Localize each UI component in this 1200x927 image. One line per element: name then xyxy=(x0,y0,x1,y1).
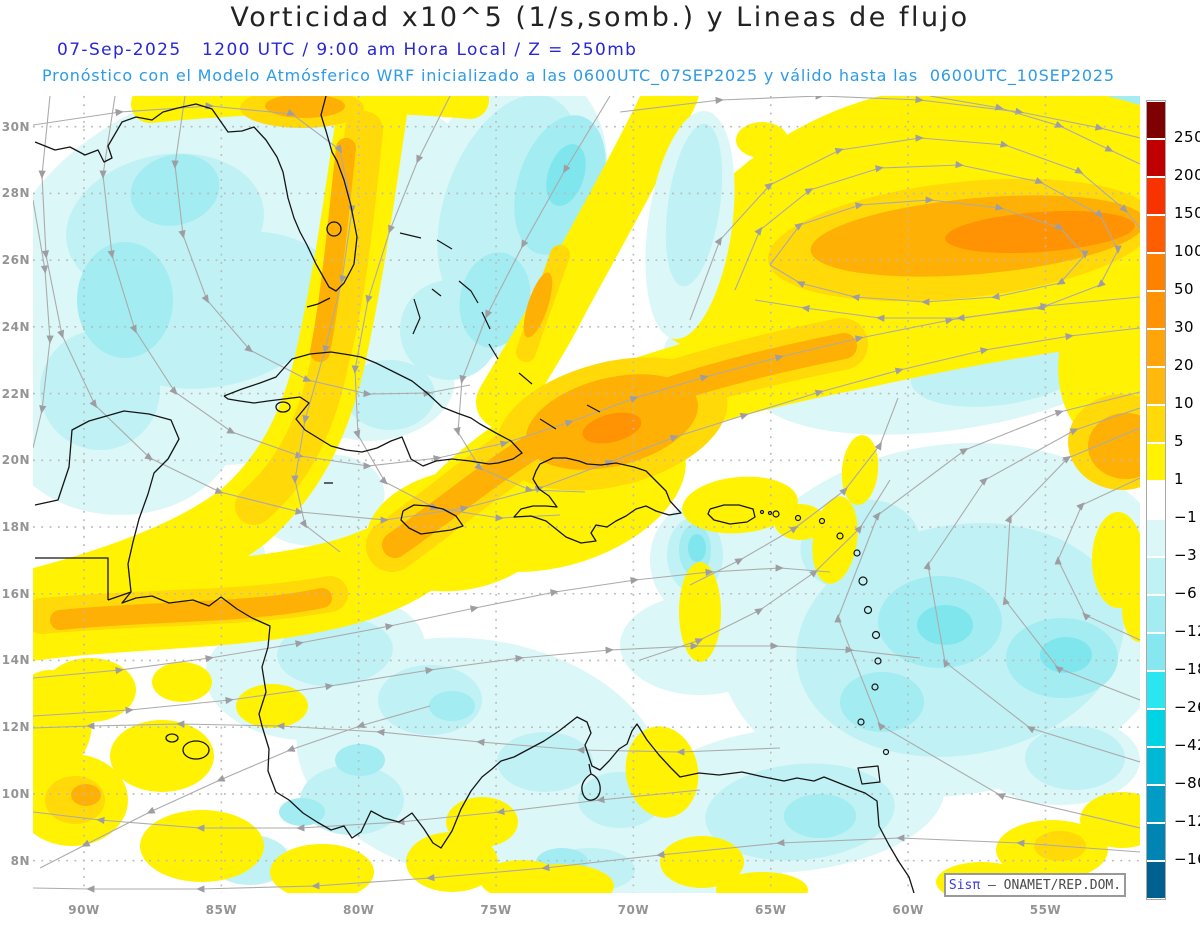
lat-label: 18N xyxy=(1,520,30,535)
lat-label: 28N xyxy=(1,186,30,201)
colorbar-tick-label: −26 xyxy=(1174,698,1200,716)
colorbar-tick-label: 10 xyxy=(1174,394,1195,412)
lat-label: 20N xyxy=(1,453,30,468)
colorbar-segment xyxy=(1147,558,1165,594)
lat-label: 26N xyxy=(1,253,30,268)
page-title: Vorticidad x10^5 (1/s,somb.) y Lineas de… xyxy=(230,2,970,33)
colorbar-segment xyxy=(1147,634,1165,670)
lake-nicaragua xyxy=(182,740,210,760)
lon-label: 75W xyxy=(480,903,512,917)
coast-puerto-rico xyxy=(707,504,756,525)
colorbar-tick-label: −3 xyxy=(1174,546,1198,564)
lon-label: 80W xyxy=(342,903,375,917)
forecast-line: Pronóstico con el Modelo Atmósferico WRF… xyxy=(42,66,1115,85)
colorbar-tick-label: −160 xyxy=(1174,850,1200,868)
streamlines xyxy=(33,96,1140,893)
lake-maracaibo xyxy=(581,763,601,801)
colorbar-segment xyxy=(1147,102,1165,138)
colorbar-tick-label: 200 xyxy=(1174,166,1200,184)
colorbar-tick-label: −42 xyxy=(1174,736,1200,754)
lat-label: 22N xyxy=(1,386,30,401)
lon-label: 70W xyxy=(617,903,650,917)
lake-okeechobee xyxy=(326,221,342,237)
coast-cuba xyxy=(223,351,523,467)
colorbar-segment xyxy=(1147,482,1165,518)
lat-label: 14N xyxy=(1,653,30,668)
colorbar-segment xyxy=(1147,406,1165,442)
lon-label: 60W xyxy=(892,903,924,917)
colorbar-segment xyxy=(1147,330,1165,366)
colorbar-segment xyxy=(1147,748,1165,784)
colorbar-tick-label: 250 xyxy=(1174,128,1200,146)
lesser-antilles xyxy=(759,509,890,785)
lake-managua xyxy=(165,733,179,743)
colorbar-segment xyxy=(1147,254,1165,290)
colorbar xyxy=(1146,100,1166,900)
colorbar-tick-label: 1 xyxy=(1174,470,1185,488)
watermark-text: – ONAMET/REP.DOM. xyxy=(980,877,1122,893)
colorbar-tick-label: −120 xyxy=(1174,812,1200,830)
bahamas xyxy=(399,232,601,430)
lat-label: 10N xyxy=(1,786,30,801)
borders-central-america xyxy=(35,557,132,601)
colorbar-segment xyxy=(1147,292,1165,328)
colorbar-tick-label: −1 xyxy=(1174,508,1198,526)
colorbar-segment xyxy=(1147,520,1165,556)
lat-label: 16N xyxy=(1,586,30,601)
colorbar-segment xyxy=(1147,862,1165,898)
colorbar-tick-label: −80 xyxy=(1174,774,1200,792)
lat-label: 30N xyxy=(1,119,30,134)
colorbar-segment xyxy=(1147,368,1165,404)
colorbar-segment xyxy=(1147,710,1165,746)
florida-keys xyxy=(306,297,331,308)
colorbar-segment xyxy=(1147,786,1165,822)
colorbar-segment xyxy=(1147,140,1165,176)
lon-label: 65W xyxy=(755,903,787,917)
colorbar-segment xyxy=(1147,824,1165,860)
colorbar-tick-label: −18 xyxy=(1174,660,1200,678)
isla-juventud xyxy=(275,401,291,413)
lat-label: 8N xyxy=(10,853,30,868)
lon-label: 85W xyxy=(205,903,238,917)
colorbar-tick-label: 5 xyxy=(1174,432,1185,450)
colorbar-segment xyxy=(1147,216,1165,252)
colorbar-tick-label: −6 xyxy=(1174,584,1198,602)
coast-florida xyxy=(34,96,358,292)
colorbar-tick-label: 100 xyxy=(1174,242,1200,260)
datetime-line: 07-Sep-2025 1200 UTC / 9:00 am Hora Loca… xyxy=(57,40,638,60)
lat-label: 12N xyxy=(1,720,30,735)
colorbar-tick-label: 30 xyxy=(1174,318,1195,336)
lon-label: 55W xyxy=(1029,903,1062,917)
coastlines xyxy=(34,96,915,893)
colorbar-tick-label: 20 xyxy=(1174,356,1195,374)
watermark-box: Sisπ – ONAMET/REP.DOM. xyxy=(944,873,1126,897)
watermark-brand: Sisπ xyxy=(948,877,981,893)
colorbar-segment xyxy=(1147,672,1165,708)
lat-label: 24N xyxy=(1,319,30,334)
colorbar-segment xyxy=(1147,178,1165,214)
colorbar-tick-label: −12 xyxy=(1174,622,1200,640)
colorbar-segment xyxy=(1147,596,1165,632)
colorbar-segment xyxy=(1147,444,1165,480)
coast-jamaica xyxy=(400,504,464,535)
colorbar-tick-label: 150 xyxy=(1174,204,1200,222)
colorbar-tick-label: 50 xyxy=(1174,280,1195,298)
lon-label: 90W xyxy=(68,903,100,917)
coast-hispaniola xyxy=(513,457,682,544)
